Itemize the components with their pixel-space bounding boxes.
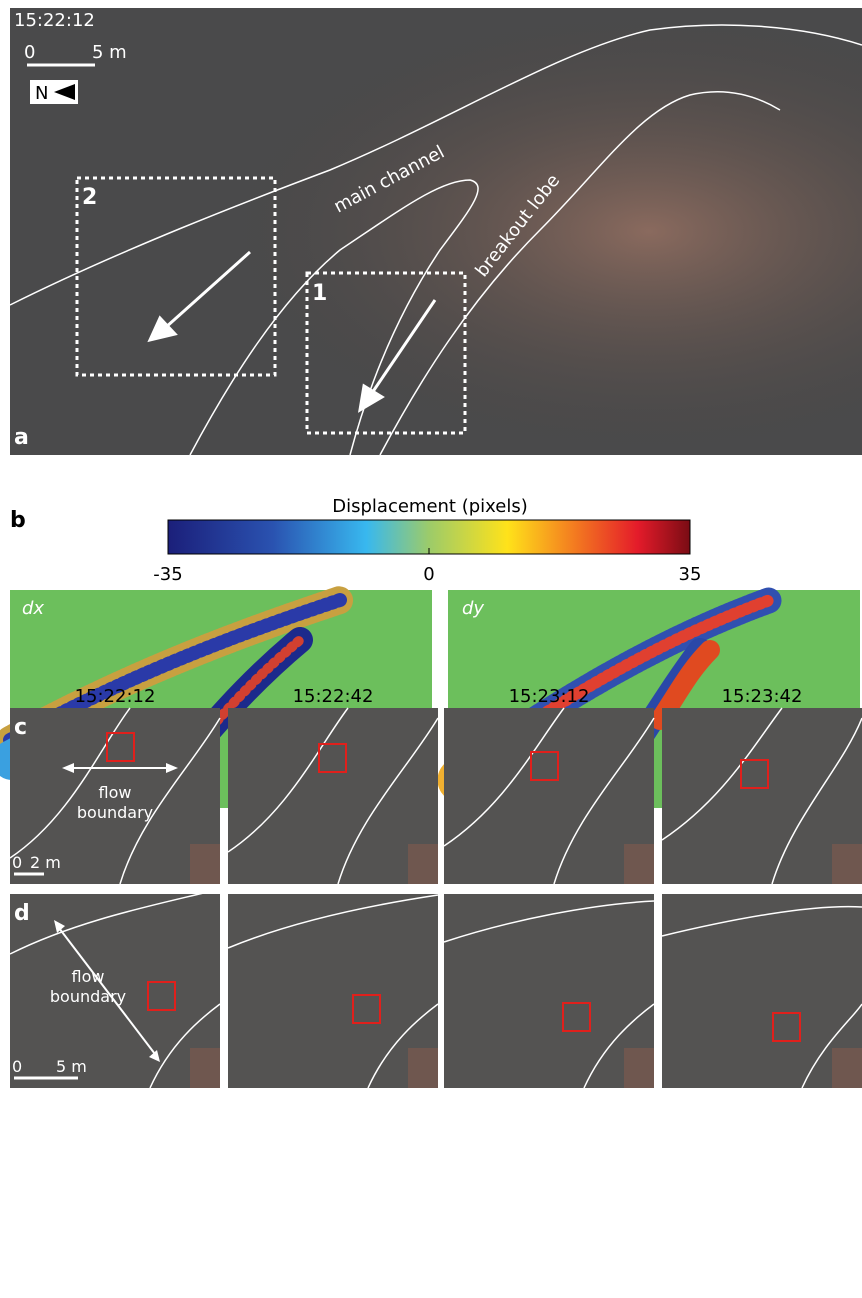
panel-label: a [14,425,29,450]
photo-shade [832,844,862,884]
panel-label: c [14,715,27,740]
photo-shade [624,844,654,884]
photo-shade [408,1048,438,1088]
photo-shade [190,1048,220,1088]
timestamp: 15:22:12 [14,10,95,31]
photo [228,894,438,1088]
annotation: boundary [50,987,126,1006]
timestamp: 15:22:12 [75,686,156,707]
photo-shade [190,844,220,884]
scale-length: 5 m [92,42,127,63]
scale-length: 5 m [56,1057,87,1076]
panel-label: d [14,901,30,926]
colorbar-tick-label: 0 [423,564,434,585]
box-label: 2 [82,185,97,210]
colorbar-tick-label: 35 [679,564,702,585]
annotation: boundary [77,803,153,822]
map-label: dx [22,598,44,619]
panel-a: 15:22:12 0 5 m N 2 1 main channel breako… [10,8,862,455]
photo-shade [408,844,438,884]
photo [444,708,654,884]
annotation: flow [99,783,132,802]
box-label: 1 [312,281,327,306]
map-label: dy [462,598,484,619]
timestamp: 15:23:42 [722,686,803,707]
north-label: N [35,83,48,104]
timestamp: 15:22:42 [293,686,374,707]
panel-c: 15:22:12 15:22:42 15:23:12 15:23:42 c flowbou… [10,686,862,884]
scale-zero: 0 [24,42,35,63]
scale-zero: 0 [12,853,22,872]
timestamp: 15:23:12 [509,686,590,707]
photo [228,708,438,884]
photo-shade [624,1048,654,1088]
annotation: flow [72,967,105,986]
photo-shade [10,8,862,455]
colorbar-title: Displacement (pixels) [332,496,528,517]
colorbar-tick-label: -35 [153,564,182,585]
panel-label: b [10,508,26,533]
figure: 15:22:12 0 5 m N 2 1 main channel breako… [0,0,862,1298]
scale-zero: 0 [12,1057,22,1076]
photo-shade [832,1048,862,1088]
photo [444,894,654,1088]
scale-length: 2 m [30,853,61,872]
